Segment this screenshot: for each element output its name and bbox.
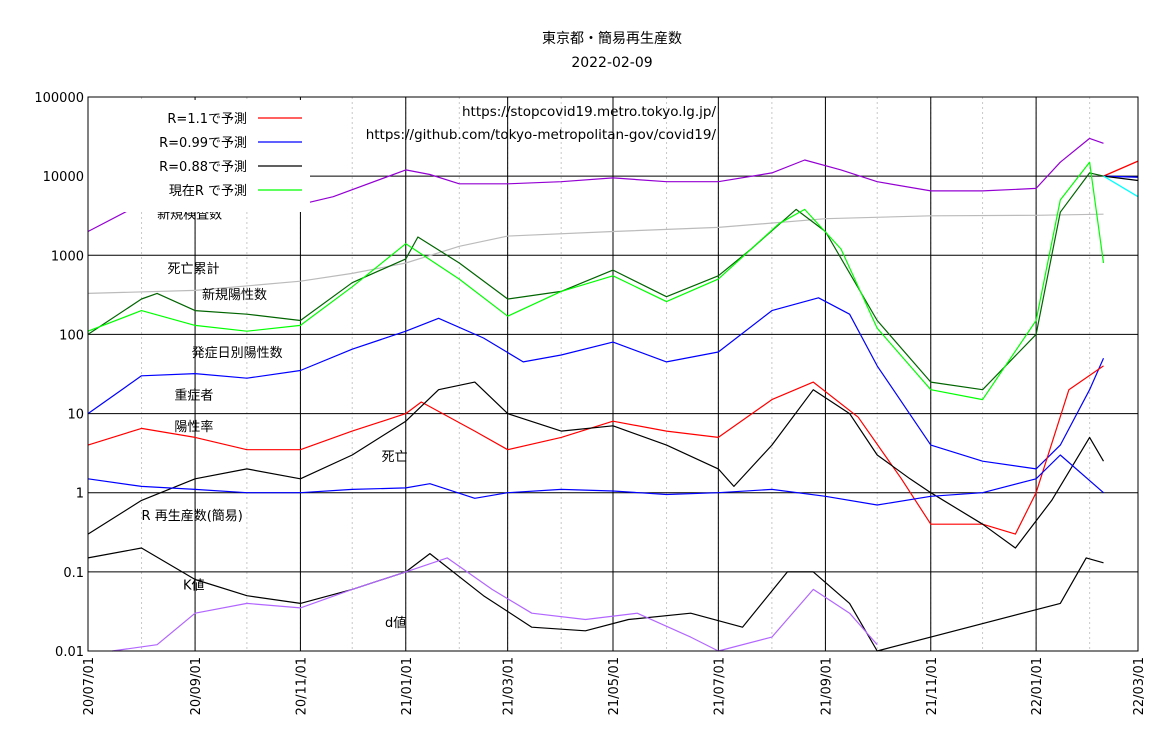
legend-label: R=1.1で予測	[167, 112, 247, 127]
x-tick-label: 22/01/01	[1030, 657, 1045, 715]
series-line-4	[87, 297, 1105, 470]
x-tick-label: 21/05/01	[607, 657, 622, 715]
forecast-line-2	[1103, 175, 1139, 182]
series-annotation: R 再生産数(簡易)	[142, 508, 243, 524]
series-annotation: 死亡累計	[167, 261, 219, 277]
y-tick-label: 100	[59, 328, 84, 343]
y-tick-label: 1	[76, 487, 84, 502]
y-tick-label: 0.1	[63, 566, 84, 581]
x-tick-label: 21/03/01	[502, 657, 517, 715]
x-tick-label: 22/03/01	[1132, 657, 1147, 715]
source-urls: https://stopcovid19.metro.tokyo.lg.jp/ht…	[366, 104, 717, 143]
y-tick-label: 100000	[34, 91, 84, 106]
source-url: https://stopcovid19.metro.tokyo.lg.jp/	[462, 104, 716, 120]
series-line-9	[112, 557, 878, 652]
series-line-3	[87, 161, 1105, 401]
x-tick-label: 20/09/01	[189, 657, 204, 715]
series-line-8	[87, 547, 1104, 652]
legend-label: 現在R で予測	[169, 184, 247, 199]
y-tick-label: 0.01	[55, 645, 84, 660]
series-annotation: 発症日別陽性数	[192, 346, 283, 361]
forecast-line-3	[1103, 175, 1139, 198]
series-line-2	[87, 172, 1104, 391]
series-annotation: d値	[385, 615, 406, 631]
x-tick-label: 20/11/01	[294, 657, 309, 715]
legend-label: R=0.99で予測	[159, 136, 247, 151]
x-tick-label: 21/07/01	[712, 657, 727, 715]
x-tick-label: 21/09/01	[819, 657, 834, 715]
series-line-1	[87, 213, 1104, 294]
series-line-5	[87, 365, 1104, 535]
legend-box	[88, 100, 310, 212]
series-annotation: 死亡	[382, 450, 408, 465]
forecast-line-0	[1103, 160, 1139, 177]
plot-frame	[87, 96, 1139, 652]
y-tick-label: 10	[67, 408, 84, 423]
y-tick-label: 1000	[51, 249, 84, 264]
series-annotation: 新規陽性数	[202, 287, 267, 303]
x-tick-label: 21/01/01	[400, 657, 415, 715]
series-annotation: K値	[183, 577, 205, 593]
chart-subtitle: 2022-02-09	[571, 55, 652, 71]
chart-title: 東京都・簡易再生産数	[542, 31, 682, 47]
series-line-7	[87, 454, 1104, 506]
x-tick-label: 21/11/01	[925, 657, 940, 715]
x-axis: 20/07/01 20/09/01 20/11/01 21/01/01 21/03/01…	[82, 657, 1147, 715]
series-annotation: 陽性率	[174, 419, 213, 435]
x-tick-label: 20/07/01	[82, 657, 97, 715]
legend-label: R=0.88で予測	[159, 160, 247, 175]
y-tick-label: 10000	[43, 170, 84, 185]
series-line-6	[87, 381, 1105, 549]
y-axis: 100000 10000 1000 100 10 1 0.1 0.01	[34, 91, 84, 660]
source-url: https://github.com/tokyo-metropolitan-go…	[366, 127, 717, 143]
series-annotation: 重症者	[174, 388, 213, 404]
